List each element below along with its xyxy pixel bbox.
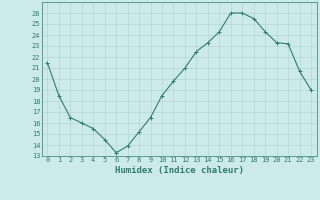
X-axis label: Humidex (Indice chaleur): Humidex (Indice chaleur) — [115, 166, 244, 175]
